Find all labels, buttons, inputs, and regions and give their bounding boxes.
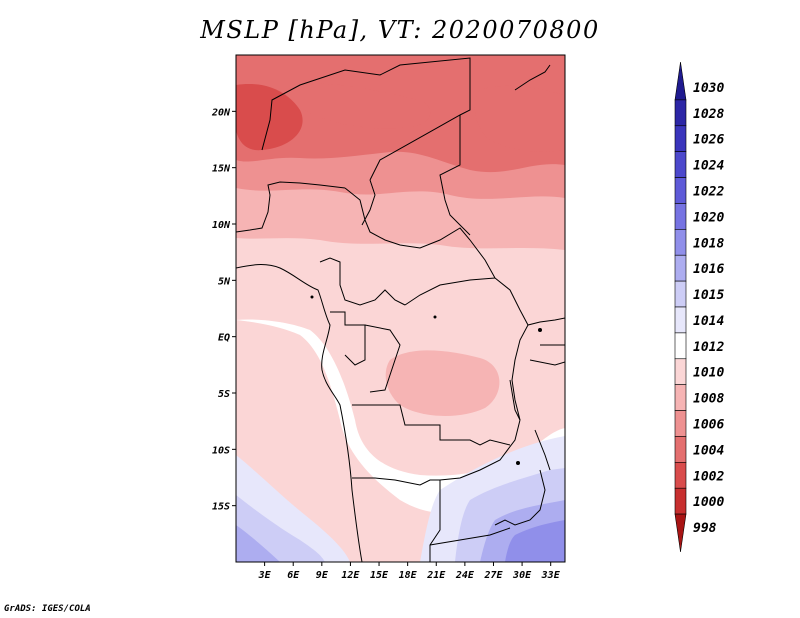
lat-tick-label: 20N (211, 107, 231, 118)
pressure-band-1012-south (236, 320, 450, 562)
colorbar-label: 1022 (693, 185, 724, 200)
colorbar-label: 1018 (693, 236, 724, 251)
lat-tick-label: 15S (212, 502, 230, 513)
colorbar-swatch (674, 306, 687, 334)
lat-tick-label: 5S (218, 389, 230, 400)
lon-tick-label: 9E (316, 570, 329, 581)
border-congo (364, 324, 401, 393)
lat-tick-label: 15N (212, 164, 231, 175)
colorbar-swatch (674, 125, 687, 152)
low-west-africa (236, 84, 303, 151)
colorbar-swatch (674, 410, 687, 437)
border-botswana (429, 527, 511, 546)
lon-tick-label: 21E (426, 570, 446, 581)
low-congo (385, 350, 500, 416)
lon-tick-label: 3E (258, 570, 272, 581)
colorbar-label: 1006 (693, 418, 724, 433)
border-sudan (439, 115, 471, 236)
border-namibia-east (429, 480, 441, 562)
colorbar-label: 1026 (693, 133, 724, 148)
colorbar-swatch (674, 99, 687, 127)
border-great-lakes (511, 324, 529, 421)
lake-marker (538, 328, 542, 332)
coastline-west (236, 264, 363, 562)
colorbar-swatch (674, 513, 687, 553)
border-nigeria-cameroon (361, 179, 376, 226)
lat-tick-label: EQ (218, 333, 230, 344)
border-sahel (344, 187, 496, 279)
border-west-africa (236, 181, 346, 233)
lake-tanganyika (509, 379, 521, 421)
border-angola-north (352, 404, 511, 446)
colorbar-label: 998 (693, 521, 717, 536)
colorbar-label: 1002 (693, 469, 724, 484)
lake-marker (516, 461, 520, 465)
border-zimbabwe (494, 469, 546, 526)
lat-tick-label: 10S (212, 445, 230, 456)
colorbar-swatch (674, 436, 687, 463)
lon-tick-label: 6E (287, 570, 300, 581)
lon-tick-label: 27E (483, 570, 503, 581)
colorbar-swatch (674, 61, 687, 101)
colorbar-label: 1024 (693, 159, 724, 174)
colorbar-label: 1028 (693, 107, 724, 122)
high-southwest-1018 (236, 525, 280, 562)
colorbar-swatch (674, 358, 687, 385)
border-namibia (352, 477, 440, 486)
lakes (310, 295, 542, 465)
colorbar-swatch (674, 280, 687, 308)
lon-tick-label: 15E (370, 570, 389, 581)
lake-marker (310, 295, 314, 299)
border-tanzania (529, 359, 565, 366)
colorbar-swatch (674, 254, 687, 282)
colorbar-swatch (674, 487, 687, 515)
colorbar-label: 1030 (693, 81, 724, 96)
lat-tick-label: 5N (218, 276, 231, 287)
low-sudan (474, 85, 565, 152)
colorbar-swatch (674, 384, 687, 411)
lat-tick-label: 10N (212, 220, 231, 231)
longitude-axis: 3E 6E 9E 12E 15E 18E 21E 24E 27E 30E 33E (258, 562, 561, 581)
lon-tick-label: 33E (541, 570, 561, 581)
border-cameroon (319, 257, 406, 306)
colorbar: 1030 1028 1026 1024 1022 1020 1018 1016 1015 1014… (674, 61, 724, 553)
colorbar-swatch (674, 332, 687, 360)
colorbar-swatch (674, 151, 687, 178)
high-1020 (505, 520, 565, 562)
low-sahel (300, 83, 431, 129)
pressure-field (236, 55, 565, 562)
border-zambia (439, 419, 521, 481)
lon-tick-label: 30E (512, 570, 532, 581)
lon-tick-label: 12E (341, 570, 360, 581)
colorbar-label: 1020 (693, 210, 724, 225)
colorbar-label: 1000 (693, 495, 724, 510)
coastline-red-sea (514, 64, 551, 91)
lon-tick-label: 18E (399, 570, 418, 581)
country-boundaries (236, 57, 565, 562)
border-car (404, 277, 496, 306)
colorbar-label: 1010 (693, 366, 724, 381)
colorbar-swatch (674, 229, 687, 256)
lon-tick-label: 24E (455, 570, 475, 581)
latitude-axis: 20N 15N 10N 5N EQ 5S 10S 15S (211, 107, 236, 513)
colorbar-label: 1015 (693, 288, 724, 303)
colorbar-label: 1008 (693, 392, 724, 407)
colorbar-label: 1014 (693, 314, 724, 329)
grads-credit: GrADS: IGES/COLA (4, 604, 91, 614)
colorbar-swatch (674, 203, 687, 230)
colorbar-label: 1012 (693, 340, 724, 355)
colorbar-label: 1016 (693, 262, 724, 277)
map-frame (235, 54, 566, 563)
lake-malawi (534, 429, 551, 471)
colorbar-swatch (674, 177, 687, 204)
lake-marker (433, 315, 437, 319)
colorbar-label: 1004 (693, 443, 724, 458)
chart-title: MSLP [hPa], VT: 2020070800 (200, 16, 600, 44)
border-sahara (261, 57, 471, 181)
colorbar-swatch (674, 462, 687, 489)
